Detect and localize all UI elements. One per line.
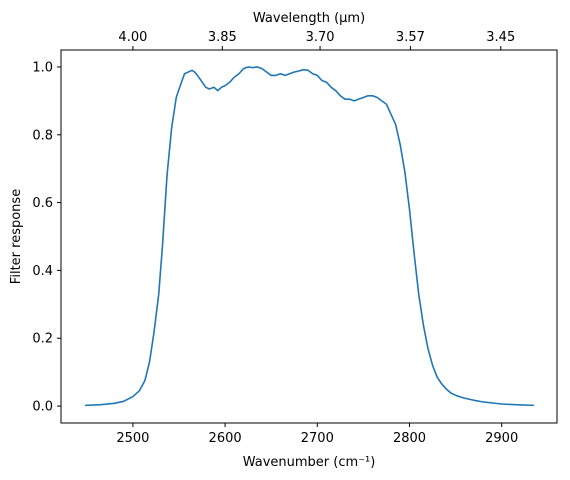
y-tick-label: 0.4 [32, 264, 53, 279]
y-axis-label: Filter response [9, 189, 24, 284]
y-tick-label: 0.6 [32, 196, 53, 211]
top-axis-label: Wavelength (μm) [253, 11, 365, 26]
series-layer [84, 66, 534, 407]
x-tick-label: 2700 [301, 431, 334, 446]
plot-frame [60, 49, 558, 424]
top-tick-label: 3.57 [396, 30, 425, 45]
top-tick-label: 3.70 [306, 30, 335, 45]
x-tick-label: 2900 [485, 431, 518, 446]
y-tick-label: 1.0 [32, 60, 53, 75]
top-axis-ticks: 4.00 3.85 3.70 3.57 3.45 [118, 30, 515, 50]
y-axis-ticks: 0.0 0.2 0.4 0.6 0.8 1.0 [32, 60, 61, 415]
x-axis-label: Wavenumber (cm⁻¹) [243, 455, 376, 470]
plot-area [61, 50, 557, 423]
x-tick-label: 2600 [209, 431, 242, 446]
x-axis-ticks: 2500 2600 2700 2800 2900 [116, 423, 518, 446]
y-tick-label: 0.0 [32, 400, 53, 415]
y-tick-label: 0.8 [32, 128, 53, 143]
top-tick-label: 4.00 [118, 30, 147, 45]
series-line-0 [84, 66, 534, 407]
top-tick-label: 3.45 [486, 30, 515, 45]
x-tick-label: 2500 [116, 431, 149, 446]
x-tick-label: 2800 [393, 431, 426, 446]
y-tick-label: 0.2 [32, 332, 53, 347]
top-tick-label: 3.85 [208, 30, 237, 45]
